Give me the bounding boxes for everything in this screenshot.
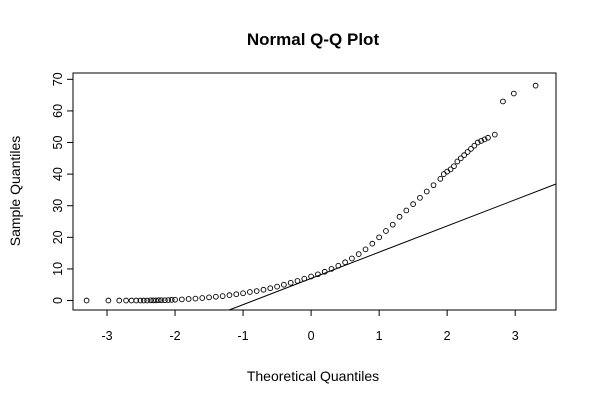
x-tick-label: 1 xyxy=(376,329,383,343)
data-point xyxy=(410,201,416,207)
data-point xyxy=(335,262,342,269)
data-point xyxy=(133,297,140,304)
data-point xyxy=(253,288,260,294)
data-point xyxy=(376,234,382,241)
data-point xyxy=(389,221,396,228)
data-point xyxy=(155,297,162,304)
data-point xyxy=(144,297,151,304)
data-point xyxy=(287,279,294,286)
data-point xyxy=(362,246,369,253)
data-point xyxy=(417,194,423,201)
data-point xyxy=(454,158,461,165)
data-point xyxy=(500,98,506,105)
x-tick-label: -1 xyxy=(238,329,249,343)
data-point xyxy=(485,134,491,141)
y-tick-label: 10 xyxy=(51,262,65,276)
data-point xyxy=(464,149,471,155)
data-point xyxy=(192,295,199,302)
data-points xyxy=(83,82,539,304)
reference-line xyxy=(228,183,557,311)
data-point xyxy=(308,273,314,280)
data-point xyxy=(510,90,517,97)
data-point xyxy=(461,152,468,159)
data-point xyxy=(328,266,335,272)
data-point xyxy=(369,240,376,247)
data-point xyxy=(315,271,321,278)
data-point xyxy=(423,188,430,195)
y-tick-label: 0 xyxy=(51,297,65,304)
data-point xyxy=(301,275,308,282)
y-tick-label: 60 xyxy=(51,104,65,118)
y-tick-label: 70 xyxy=(51,72,65,86)
data-point xyxy=(240,290,246,297)
data-point xyxy=(226,292,233,298)
data-point xyxy=(532,82,539,89)
data-point xyxy=(342,259,348,266)
x-axis: -3 -2 -1 0 1 2 3 xyxy=(101,310,519,343)
data-point xyxy=(437,176,444,182)
data-point xyxy=(471,142,478,149)
data-point xyxy=(147,297,154,304)
data-point xyxy=(233,291,240,298)
data-point xyxy=(430,182,437,189)
y-tick-label: 40 xyxy=(51,167,65,181)
y-tick-label: 50 xyxy=(51,136,65,150)
data-point xyxy=(457,155,464,162)
x-tick-label: -2 xyxy=(169,329,180,343)
y-axis-label: Sample Quantiles xyxy=(7,136,23,247)
x-tick-label: 2 xyxy=(444,329,451,343)
data-point xyxy=(199,295,206,301)
data-point xyxy=(185,296,192,302)
data-point xyxy=(440,171,447,177)
data-point xyxy=(349,255,355,262)
x-axis-label: Theoretical Quantiles xyxy=(247,368,379,384)
data-point xyxy=(219,293,226,299)
data-point xyxy=(260,286,267,293)
data-point xyxy=(403,207,410,214)
data-point xyxy=(481,136,488,143)
data-point xyxy=(165,297,172,303)
data-point xyxy=(123,297,129,304)
data-point xyxy=(355,251,362,257)
y-tick-label: 20 xyxy=(51,230,65,244)
data-point xyxy=(478,138,485,144)
data-point xyxy=(153,297,159,304)
x-tick-label: 3 xyxy=(512,329,519,343)
chart-title: Normal Q-Q Plot xyxy=(247,30,380,49)
y-axis: 0 10 20 30 40 50 60 70 xyxy=(51,72,73,304)
data-point xyxy=(247,289,253,295)
data-point xyxy=(172,296,178,303)
x-tick-label: -3 xyxy=(101,329,112,343)
data-point xyxy=(137,297,144,304)
data-point xyxy=(294,278,301,284)
data-point xyxy=(491,131,498,138)
data-point xyxy=(468,145,474,152)
x-tick-label: 0 xyxy=(308,329,315,343)
data-point xyxy=(274,283,280,290)
data-point xyxy=(321,268,328,275)
data-point xyxy=(267,285,274,292)
data-point xyxy=(281,281,287,288)
data-point xyxy=(206,294,212,301)
data-point xyxy=(451,163,457,170)
data-point xyxy=(140,297,147,304)
plot-frame xyxy=(72,72,557,311)
data-point xyxy=(83,297,90,304)
data-point xyxy=(474,139,481,146)
data-point xyxy=(161,297,168,304)
data-point xyxy=(447,166,454,173)
data-point xyxy=(383,228,389,234)
data-point xyxy=(116,297,123,304)
data-point xyxy=(396,213,403,220)
data-point xyxy=(158,297,165,304)
data-point xyxy=(128,297,135,304)
data-point xyxy=(168,297,175,303)
y-tick-label: 30 xyxy=(51,199,65,213)
data-point xyxy=(213,293,219,300)
data-point xyxy=(178,296,185,303)
data-point xyxy=(105,297,112,304)
data-point xyxy=(150,297,157,304)
